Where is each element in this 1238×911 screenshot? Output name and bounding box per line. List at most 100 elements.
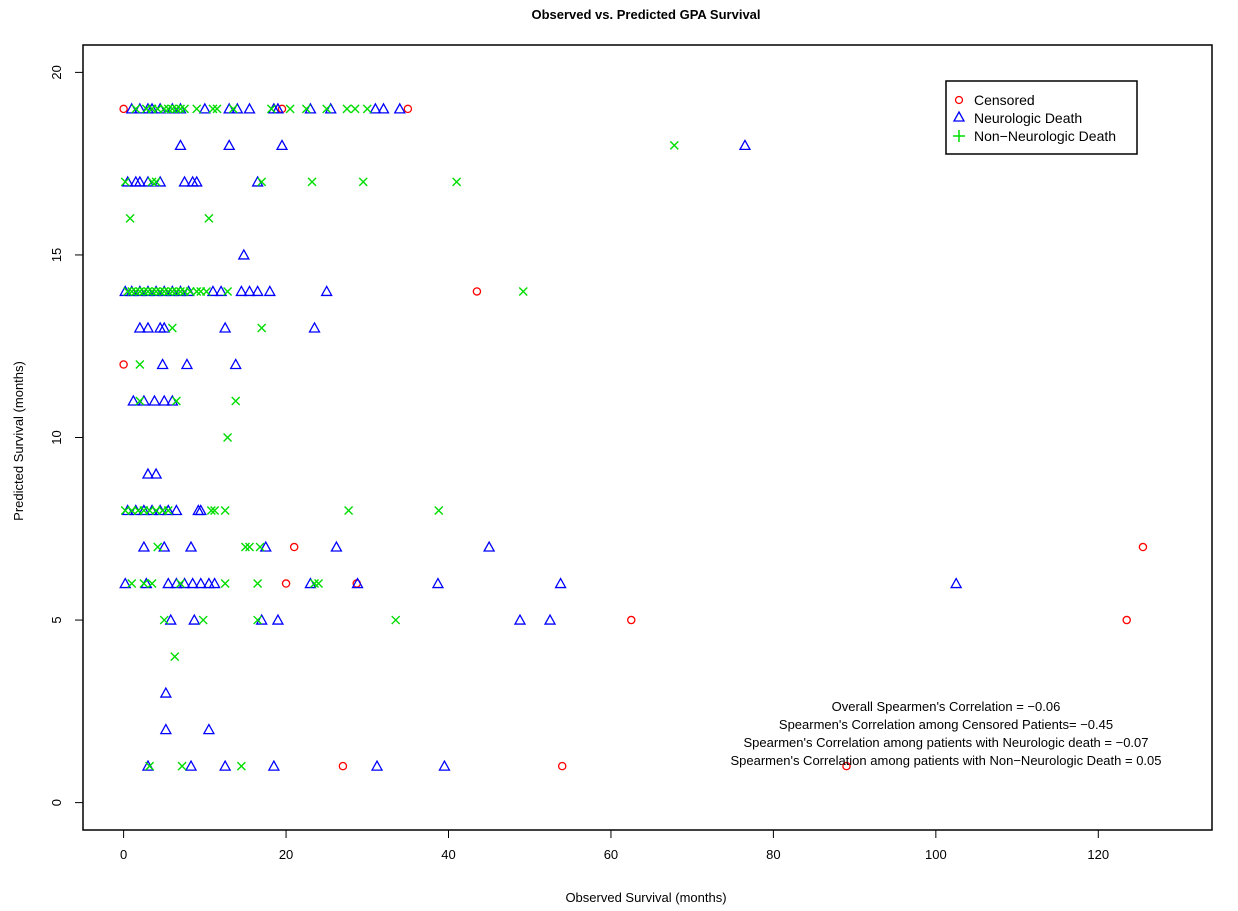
point-neurologic-death bbox=[133, 175, 146, 187]
point-non-neurologic-death bbox=[151, 286, 161, 296]
point-non-neurologic-death bbox=[147, 177, 157, 187]
point-non-neurologic-death bbox=[131, 104, 141, 114]
point-neurologic-death bbox=[351, 577, 364, 589]
point-non-neurologic-death bbox=[120, 177, 130, 187]
point-non-neurologic-death bbox=[307, 177, 317, 187]
point-non-neurologic-death bbox=[167, 104, 177, 114]
point-non-neurologic-death bbox=[177, 761, 187, 771]
legend-marker-censored bbox=[954, 95, 964, 105]
x-tick-label: 60 bbox=[604, 847, 618, 862]
point-neurologic-death bbox=[369, 102, 382, 114]
point-non-neurologic-death bbox=[151, 506, 161, 516]
point-neurologic-death bbox=[149, 285, 163, 297]
point-neurologic-death bbox=[125, 102, 138, 114]
point-non-neurologic-death bbox=[135, 286, 145, 296]
point-neurologic-death bbox=[137, 540, 151, 552]
point-neurologic-death bbox=[223, 139, 236, 151]
point-neurologic-death bbox=[194, 577, 207, 589]
point-non-neurologic-death bbox=[127, 286, 137, 296]
point-non-neurologic-death bbox=[350, 104, 360, 114]
point-neurologic-death bbox=[141, 285, 155, 297]
point-non-neurologic-death bbox=[201, 286, 211, 296]
legend-label-non-neurologic-death: Non−Neurologic Death bbox=[974, 128, 1116, 144]
point-non-neurologic-death bbox=[208, 104, 218, 114]
point-neurologic-death bbox=[148, 394, 161, 406]
point-neurologic-death bbox=[170, 504, 183, 516]
y-tick-label: 0 bbox=[49, 799, 64, 806]
point-non-neurologic-death bbox=[143, 286, 153, 296]
point-neurologic-death bbox=[231, 102, 244, 114]
point-non-neurologic-death bbox=[285, 104, 295, 114]
point-non-neurologic-death bbox=[212, 104, 222, 114]
point-non-neurologic-death bbox=[135, 396, 145, 406]
point-censored bbox=[557, 761, 567, 771]
point-non-neurologic-death bbox=[151, 177, 161, 187]
point-non-neurologic-death bbox=[175, 286, 185, 296]
point-neurologic-death bbox=[259, 540, 272, 552]
point-censored bbox=[281, 579, 291, 588]
point-neurologic-death bbox=[243, 285, 256, 297]
point-neurologic-death bbox=[235, 285, 248, 297]
x-tick-label: 80 bbox=[766, 847, 780, 862]
point-neurologic-death bbox=[543, 613, 557, 625]
point-non-neurologic-death bbox=[236, 761, 246, 771]
point-non-neurologic-death bbox=[391, 615, 401, 625]
point-neurologic-death bbox=[308, 321, 321, 333]
point-non-neurologic-death bbox=[159, 286, 169, 296]
point-neurologic-death bbox=[119, 577, 132, 589]
point-non-neurologic-death bbox=[434, 506, 444, 516]
point-non-neurologic-death bbox=[185, 286, 195, 296]
point-neurologic-death bbox=[174, 102, 187, 114]
point-neurologic-death bbox=[188, 613, 201, 625]
point-neurologic-death bbox=[166, 285, 179, 297]
point-non-neurologic-death bbox=[139, 579, 149, 589]
point-neurologic-death bbox=[267, 759, 280, 771]
point-neurologic-death bbox=[255, 613, 268, 625]
annotation-non-neurologic-correlation: Spearmen's Correlation among patients wi… bbox=[730, 753, 1161, 768]
point-neurologic-death bbox=[156, 358, 169, 370]
point-non-neurologic-death bbox=[342, 104, 352, 114]
point-non-neurologic-death bbox=[206, 506, 216, 516]
point-neurologic-death bbox=[431, 577, 445, 589]
point-neurologic-death bbox=[158, 540, 171, 552]
point-neurologic-death bbox=[483, 540, 496, 552]
point-non-neurologic-death bbox=[358, 177, 368, 187]
point-non-neurologic-death bbox=[266, 104, 276, 114]
point-non-neurologic-death bbox=[153, 104, 163, 114]
point-neurologic-death bbox=[275, 139, 289, 151]
point-neurologic-death bbox=[251, 285, 264, 297]
point-neurologic-death bbox=[174, 285, 187, 297]
point-neurologic-death bbox=[180, 358, 194, 370]
point-neurologic-death bbox=[190, 175, 203, 187]
point-non-neurologic-death bbox=[198, 615, 208, 625]
point-non-neurologic-death bbox=[344, 506, 354, 516]
point-neurologic-death bbox=[125, 285, 138, 297]
point-neurologic-death bbox=[184, 540, 198, 552]
point-neurologic-death bbox=[229, 358, 242, 370]
point-non-neurologic-death bbox=[253, 615, 263, 625]
point-neurologic-death bbox=[159, 723, 172, 735]
point-neurologic-death bbox=[178, 175, 191, 187]
point-neurologic-death bbox=[208, 577, 221, 589]
point-non-neurologic-death bbox=[257, 177, 267, 187]
point-neurologic-death bbox=[263, 285, 276, 297]
point-non-neurologic-death bbox=[223, 433, 233, 442]
point-neurologic-death bbox=[194, 504, 207, 516]
point-non-neurologic-death bbox=[253, 579, 263, 589]
point-neurologic-death bbox=[154, 175, 167, 187]
y-tick-label: 20 bbox=[49, 65, 64, 79]
point-neurologic-death bbox=[141, 321, 155, 333]
point-neurologic-death bbox=[243, 102, 256, 114]
point-censored bbox=[119, 360, 128, 369]
x-tick-label: 40 bbox=[441, 847, 455, 862]
point-neurologic-death bbox=[214, 285, 228, 297]
point-neurologic-death bbox=[738, 139, 752, 151]
point-non-neurologic-death bbox=[125, 213, 135, 223]
point-non-neurologic-death bbox=[175, 579, 185, 589]
correlation-annotations: Overall Spearmen's Correlation = −0.06 S… bbox=[730, 699, 1161, 768]
point-non-neurologic-death bbox=[180, 104, 190, 114]
point-non-neurologic-death bbox=[170, 652, 180, 662]
y-tick-label: 5 bbox=[49, 616, 64, 623]
point-non-neurologic-death bbox=[204, 213, 214, 223]
